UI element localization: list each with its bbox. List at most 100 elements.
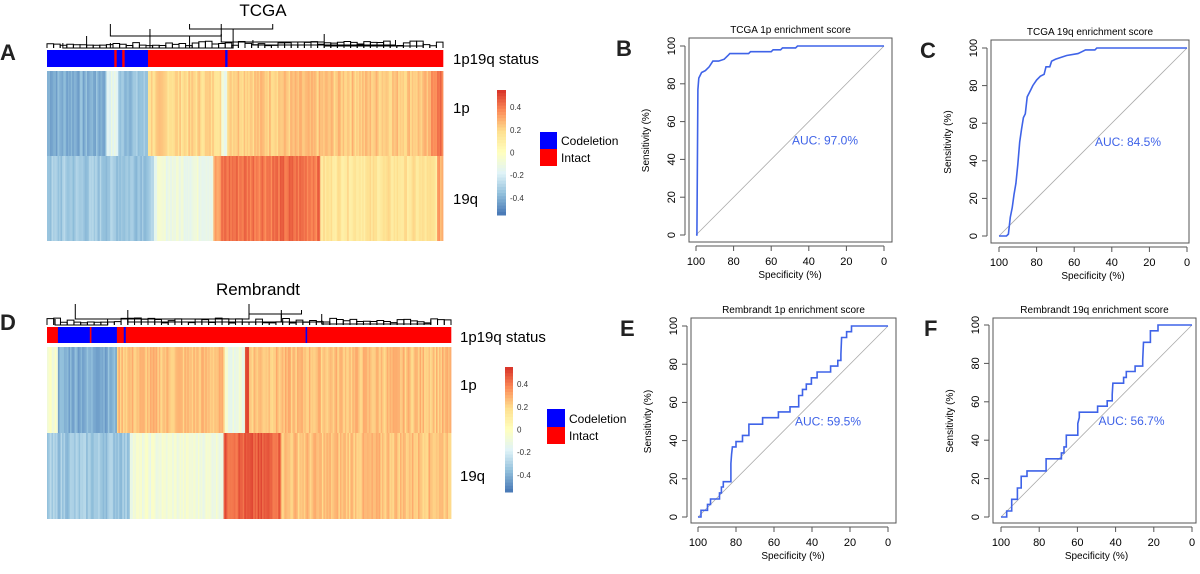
heatmap-cell	[414, 433, 417, 519]
heatmap-cell	[428, 156, 430, 241]
heatmap-cell	[350, 433, 353, 519]
heatmap-cell	[163, 347, 166, 433]
heatmap-cell	[185, 156, 187, 241]
heatmap-cell	[188, 156, 190, 241]
heatmap-cell	[98, 347, 101, 433]
heatmap-cell	[340, 347, 343, 433]
heatmap-cell	[135, 156, 138, 241]
heatmap-cell	[169, 433, 172, 519]
heatmap-cell	[53, 347, 56, 433]
heatmap-cell	[283, 347, 286, 433]
heatmap-cell	[275, 156, 278, 241]
heatmap-cell	[107, 347, 110, 433]
heatmap-cell	[59, 433, 61, 519]
dendrogram-branch	[112, 43, 121, 48]
dendrogram-branch	[261, 322, 270, 325]
heatmap-cell	[97, 71, 100, 156]
heatmap-cell	[276, 433, 279, 519]
heatmap-cell	[413, 71, 416, 156]
heatmap-cell	[247, 433, 250, 519]
heatmap-cell	[237, 71, 240, 156]
heatmap-cell	[303, 156, 306, 241]
heatmap-cell	[47, 347, 49, 433]
heatmap-cell	[148, 347, 151, 433]
heatmap-cell	[342, 156, 345, 241]
colorbar-step	[497, 161, 506, 166]
heatmap-cell	[214, 347, 217, 433]
heatmap-cell	[399, 433, 402, 519]
heatmap-cell	[416, 347, 419, 433]
dendrogram-branch	[228, 322, 237, 325]
heatmap-cell	[373, 347, 376, 433]
heatmap-cell	[331, 347, 334, 433]
heatmap-cell	[323, 71, 326, 156]
heatmap-cell	[290, 347, 293, 433]
heatmap-cell	[378, 156, 381, 241]
heatmap-cell	[423, 433, 426, 519]
dendrogram-branch	[191, 42, 200, 48]
heatmap-cell	[257, 71, 260, 156]
heatmap-cell	[348, 71, 351, 156]
heatmap-cell	[194, 156, 196, 241]
heatmap-cell	[72, 433, 75, 519]
heatmap-cell	[242, 156, 245, 241]
heatmap-cell	[168, 71, 171, 156]
heatmap-cell	[276, 156, 279, 241]
status-cell	[122, 50, 125, 67]
heatmap-cell	[110, 71, 113, 156]
heatmap-cell	[70, 71, 73, 156]
heatmap-cell	[218, 156, 221, 241]
heatmap-cell	[389, 347, 392, 433]
heatmap-cell	[266, 156, 269, 241]
y-tick-label: 20	[968, 192, 980, 204]
heatmap-cell	[213, 71, 216, 156]
y-tick-label: 0	[668, 514, 680, 520]
legend-label-intact: Intact	[569, 429, 599, 443]
colorbar-step	[497, 102, 506, 107]
heatmap-cell	[329, 347, 332, 433]
dendrogram-branch	[132, 42, 140, 48]
heatmap-cell	[392, 433, 395, 519]
heatmap-cell	[95, 156, 98, 241]
legend-swatch-codeletion	[547, 409, 565, 427]
heatmap-cell	[131, 156, 134, 241]
heatmap-cell	[305, 433, 308, 519]
heatmap-cell	[278, 347, 281, 433]
heatmap-cell	[138, 156, 141, 241]
heatmap-cell	[142, 71, 144, 156]
heatmap-cell	[253, 433, 256, 519]
heatmap-cell	[437, 71, 439, 156]
heatmap-cell	[437, 433, 440, 519]
heatmap-cell	[372, 71, 375, 156]
heatmap-cell	[120, 433, 123, 519]
heatmap-cell	[434, 156, 436, 241]
colorbar-step	[505, 426, 513, 430]
dendrogram-branch	[53, 43, 61, 48]
heatmap-cell	[330, 71, 333, 156]
heatmap-cell	[410, 347, 413, 433]
heatmap-cell	[323, 347, 326, 433]
heatmap-cell	[278, 156, 281, 241]
x-tick-label: 60	[1071, 537, 1083, 549]
heatmap-cell	[157, 347, 160, 433]
heatmap-cell	[56, 156, 58, 241]
heatmap-cell	[146, 156, 149, 241]
colorbar-step	[497, 133, 506, 138]
heatmap-cell	[415, 347, 417, 433]
roc-plot-e: E Rembrandt 1p enrichment score 100 80 60 40 2…	[620, 305, 897, 562]
heatmap-cell	[261, 156, 264, 241]
panel-label: E	[620, 316, 635, 341]
heatmap-cell	[439, 347, 441, 433]
heatmap-cell	[416, 433, 419, 519]
heatmap-cell	[375, 156, 378, 241]
auc-annotation: AUC: 56.7%	[1099, 414, 1165, 428]
heatmap-cell	[428, 433, 431, 519]
heatmap-cell	[193, 433, 196, 519]
colorbar-step	[497, 165, 506, 169]
colorbar-step	[497, 143, 506, 147]
heatmap-cell	[51, 433, 54, 519]
heatmap-cell	[200, 433, 203, 519]
heatmap-cell	[104, 156, 107, 241]
heatmap-cell	[422, 156, 424, 241]
heatmap-cell	[246, 347, 249, 433]
